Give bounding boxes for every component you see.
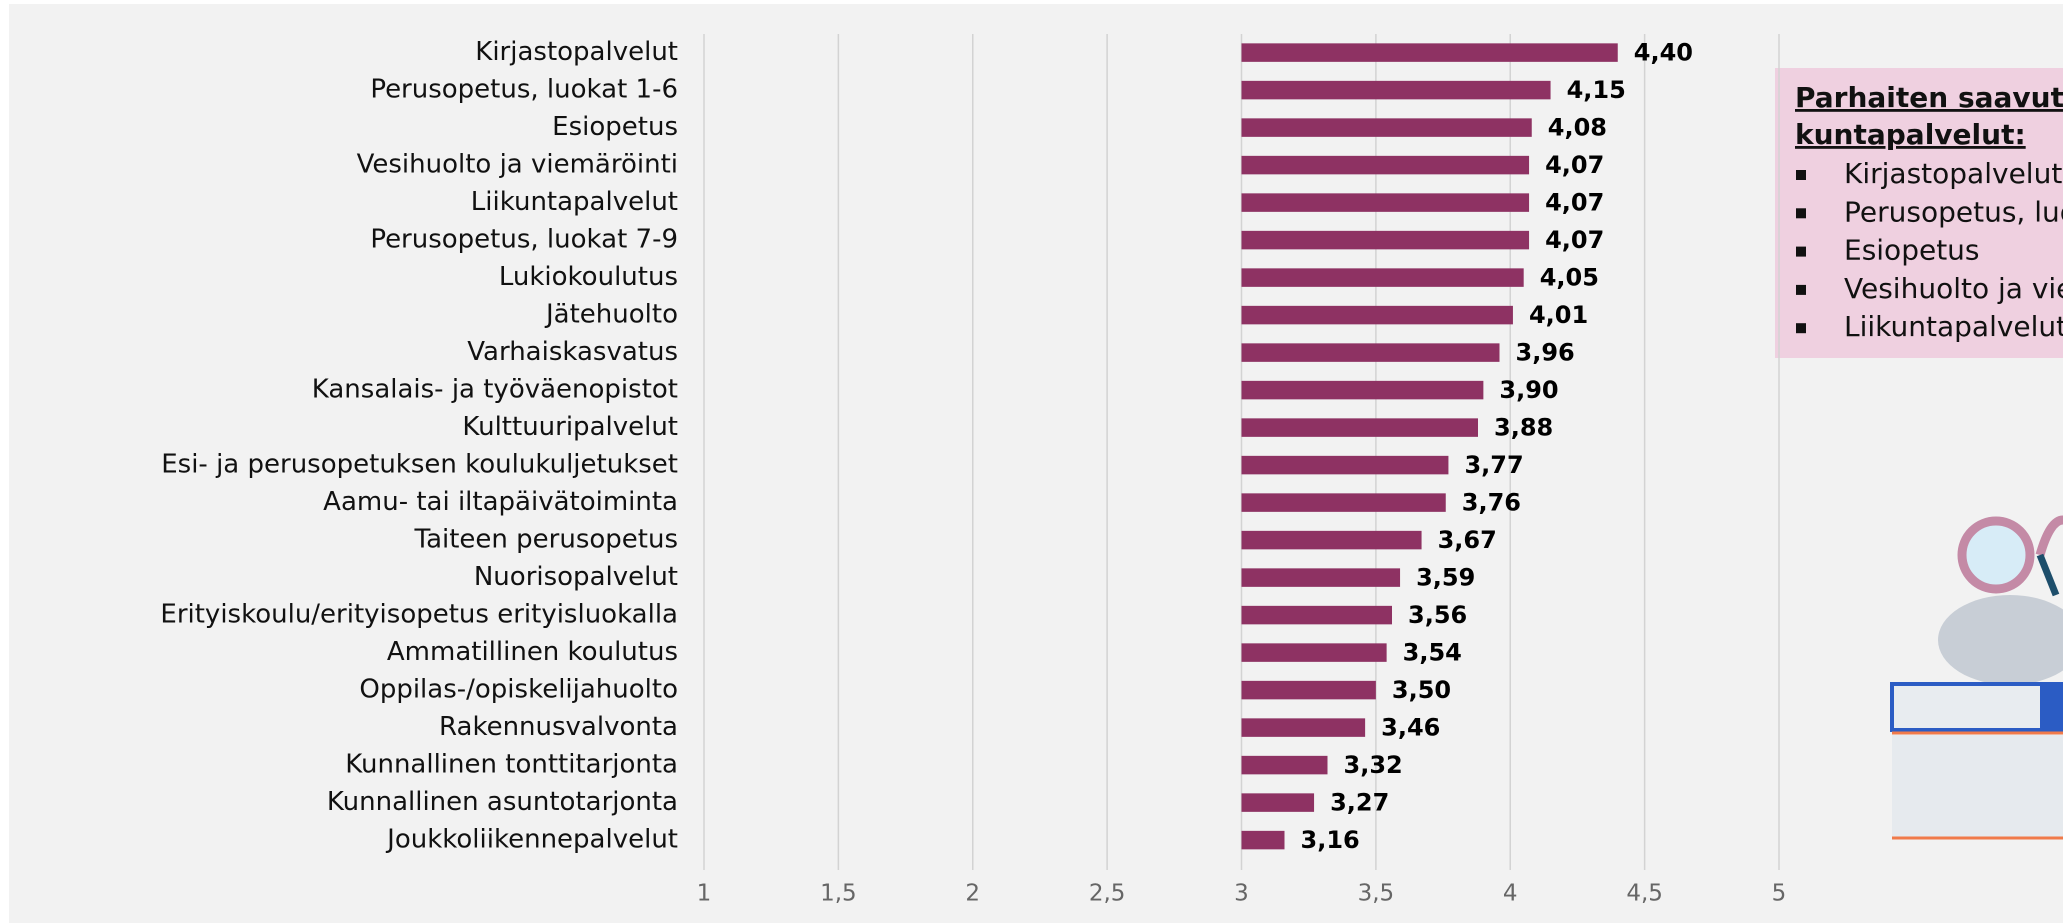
category-label: Aamu- tai iltapäivätoiminta bbox=[323, 487, 678, 517]
magnifier-handle bbox=[2035, 515, 2063, 557]
category-label: Erityiskoulu/erityisopetus erityisluokal… bbox=[160, 600, 678, 630]
annotation-title: kuntapalvelut: bbox=[1795, 118, 2026, 151]
category-label: Jätehuolto bbox=[544, 300, 678, 330]
data-label: 4,08 bbox=[1548, 114, 1607, 142]
data-label: 4,40 bbox=[1634, 39, 1693, 67]
illustration bbox=[1890, 515, 2063, 840]
category-label: Ammatillinen koulutus bbox=[387, 637, 678, 667]
bar bbox=[1241, 380, 1484, 400]
data-label: 4,05 bbox=[1540, 264, 1599, 292]
data-label: 3,27 bbox=[1330, 789, 1389, 817]
data-label: 4,01 bbox=[1529, 301, 1588, 329]
category-label: Taiteen perusopetus bbox=[413, 525, 678, 555]
book bbox=[1890, 682, 2063, 732]
x-tick-label: 3 bbox=[1234, 881, 1249, 907]
x-tick-label: 1 bbox=[697, 881, 712, 907]
data-label: 3,54 bbox=[1403, 639, 1462, 667]
bar bbox=[1241, 230, 1530, 250]
bar bbox=[1241, 718, 1366, 737]
pot bbox=[1938, 595, 2063, 685]
data-label: 3,90 bbox=[1499, 376, 1558, 404]
data-label: 3,76 bbox=[1462, 489, 1521, 517]
category-label: Nuorisopalvelut bbox=[474, 562, 678, 592]
bar bbox=[1241, 680, 1376, 700]
data-label: 3,59 bbox=[1416, 564, 1475, 592]
category-label: Kirjastopalvelut bbox=[475, 37, 678, 67]
data-label: 4,07 bbox=[1545, 189, 1604, 217]
x-tick-label: 5 bbox=[1772, 881, 1787, 907]
bar bbox=[1241, 268, 1524, 287]
data-label: 4,07 bbox=[1545, 226, 1604, 254]
bar bbox=[1241, 530, 1422, 550]
annotation-item: Liikuntapalvelut bbox=[1844, 310, 2063, 343]
annotation-box bbox=[1775, 68, 2063, 358]
pen bbox=[2036, 553, 2060, 597]
category-label: Kansalais- ja työväenopistot bbox=[312, 375, 678, 405]
category-label: Vesihuolto ja viemäröinti bbox=[357, 150, 678, 180]
bar bbox=[1241, 755, 1328, 775]
data-label: 3,32 bbox=[1344, 751, 1403, 779]
data-label: 3,16 bbox=[1301, 826, 1360, 854]
data-label: 4,15 bbox=[1567, 76, 1626, 104]
bar bbox=[1241, 43, 1618, 62]
x-tick-label: 4 bbox=[1503, 881, 1518, 907]
bar bbox=[1241, 418, 1478, 437]
data-label: 4,07 bbox=[1545, 151, 1604, 179]
bullet bbox=[1796, 284, 1806, 295]
chart-background bbox=[9, 4, 2063, 923]
x-tick-label: 4,5 bbox=[1626, 881, 1663, 907]
data-label: 3,88 bbox=[1494, 414, 1553, 442]
annotation-item: Esiopetus bbox=[1844, 234, 1980, 267]
data-label: 3,50 bbox=[1392, 676, 1451, 704]
category-label: Perusopetus, luokat 7-9 bbox=[370, 225, 678, 255]
category-label: Esiopetus bbox=[552, 112, 678, 142]
category-label: Rakennusvalvonta bbox=[439, 712, 678, 742]
x-tick-label: 2,5 bbox=[1089, 881, 1126, 907]
book-spine bbox=[2040, 686, 2063, 728]
book bbox=[1892, 735, 2063, 838]
data-label: 3,96 bbox=[1516, 339, 1575, 367]
x-tick-label: 1,5 bbox=[820, 881, 857, 907]
category-label: Varhaiskasvatus bbox=[467, 337, 678, 367]
bullet bbox=[1796, 323, 1806, 334]
annotation-title: Parhaiten saavutettavat bbox=[1795, 81, 2063, 114]
category-label: Kunnallinen tonttitarjonta bbox=[345, 750, 678, 780]
annotation-item: Perusopetus, luokat 1-6 bbox=[1844, 195, 2063, 228]
category-label: Esi- ja perusopetuksen koulukuljetukset bbox=[161, 450, 678, 480]
magnifier bbox=[1957, 516, 2035, 594]
bar bbox=[1241, 830, 1285, 850]
bar bbox=[1241, 793, 1315, 812]
bullet bbox=[1796, 246, 1806, 257]
category-label: Oppilas-/opiskelijahuolto bbox=[359, 675, 678, 705]
x-tick-label: 2 bbox=[965, 881, 980, 907]
category-label: Lukiokoulutus bbox=[499, 262, 678, 292]
bar bbox=[1241, 305, 1513, 325]
category-label: Liikuntapalvelut bbox=[471, 187, 678, 217]
bar bbox=[1241, 455, 1449, 475]
bullet bbox=[1796, 208, 1806, 219]
bar bbox=[1241, 605, 1392, 625]
data-label: 3,46 bbox=[1381, 714, 1440, 742]
annotation-item: Kirjastopalvelut bbox=[1844, 157, 2062, 190]
bar bbox=[1241, 343, 1500, 362]
bar bbox=[1241, 155, 1530, 175]
bar bbox=[1241, 643, 1387, 662]
data-label: 3,56 bbox=[1408, 601, 1467, 629]
data-label: 3,77 bbox=[1464, 451, 1523, 479]
bar bbox=[1241, 568, 1401, 587]
bar bbox=[1241, 493, 1446, 512]
data-label: 3,67 bbox=[1438, 526, 1497, 554]
category-label: Kulttuuripalvelut bbox=[462, 412, 678, 442]
category-label: Kunnallinen asuntotarjonta bbox=[327, 787, 678, 817]
bullet bbox=[1796, 170, 1806, 180]
bar bbox=[1241, 80, 1551, 100]
category-label: Joukkoliikennepalvelut bbox=[385, 825, 678, 855]
annotation-item: Vesihuolto ja viemäröinti bbox=[1844, 272, 2063, 305]
bar bbox=[1241, 193, 1530, 212]
category-label: Perusopetus, luokat 1-6 bbox=[370, 75, 678, 105]
x-tick-label: 3,5 bbox=[1358, 881, 1395, 907]
bar bbox=[1241, 118, 1532, 137]
